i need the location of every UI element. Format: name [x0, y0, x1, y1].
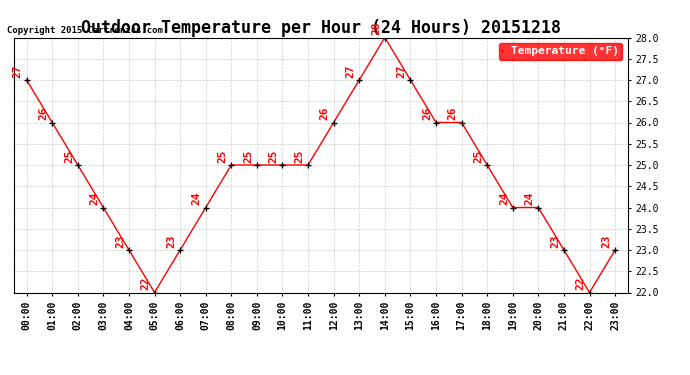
Text: 23: 23 [115, 234, 125, 248]
Text: Copyright 2015 Cartronics.com: Copyright 2015 Cartronics.com [7, 26, 163, 35]
Text: 25: 25 [243, 149, 253, 163]
Text: 23: 23 [166, 234, 176, 248]
Text: 25: 25 [217, 149, 228, 163]
Text: 24: 24 [524, 192, 535, 206]
Text: 22: 22 [141, 277, 150, 290]
Text: 25: 25 [64, 149, 74, 163]
Text: 24: 24 [192, 192, 202, 206]
Text: 26: 26 [319, 107, 330, 120]
Text: 24: 24 [90, 192, 99, 206]
Text: 25: 25 [473, 149, 483, 163]
Text: 26: 26 [39, 107, 48, 120]
Text: 22: 22 [575, 277, 586, 290]
Legend: Temperature (°F): Temperature (°F) [499, 43, 622, 60]
Text: 27: 27 [346, 64, 355, 78]
Text: 23: 23 [550, 234, 560, 248]
Text: 27: 27 [397, 64, 406, 78]
Text: 25: 25 [294, 149, 304, 163]
Title: Outdoor Temperature per Hour (24 Hours) 20151218: Outdoor Temperature per Hour (24 Hours) … [81, 20, 561, 38]
Text: 25: 25 [268, 149, 279, 163]
Text: 23: 23 [601, 234, 611, 248]
Text: 28: 28 [371, 22, 381, 35]
Text: 26: 26 [422, 107, 432, 120]
Text: 26: 26 [448, 107, 457, 120]
Text: 27: 27 [12, 64, 23, 78]
Text: 24: 24 [499, 192, 509, 206]
